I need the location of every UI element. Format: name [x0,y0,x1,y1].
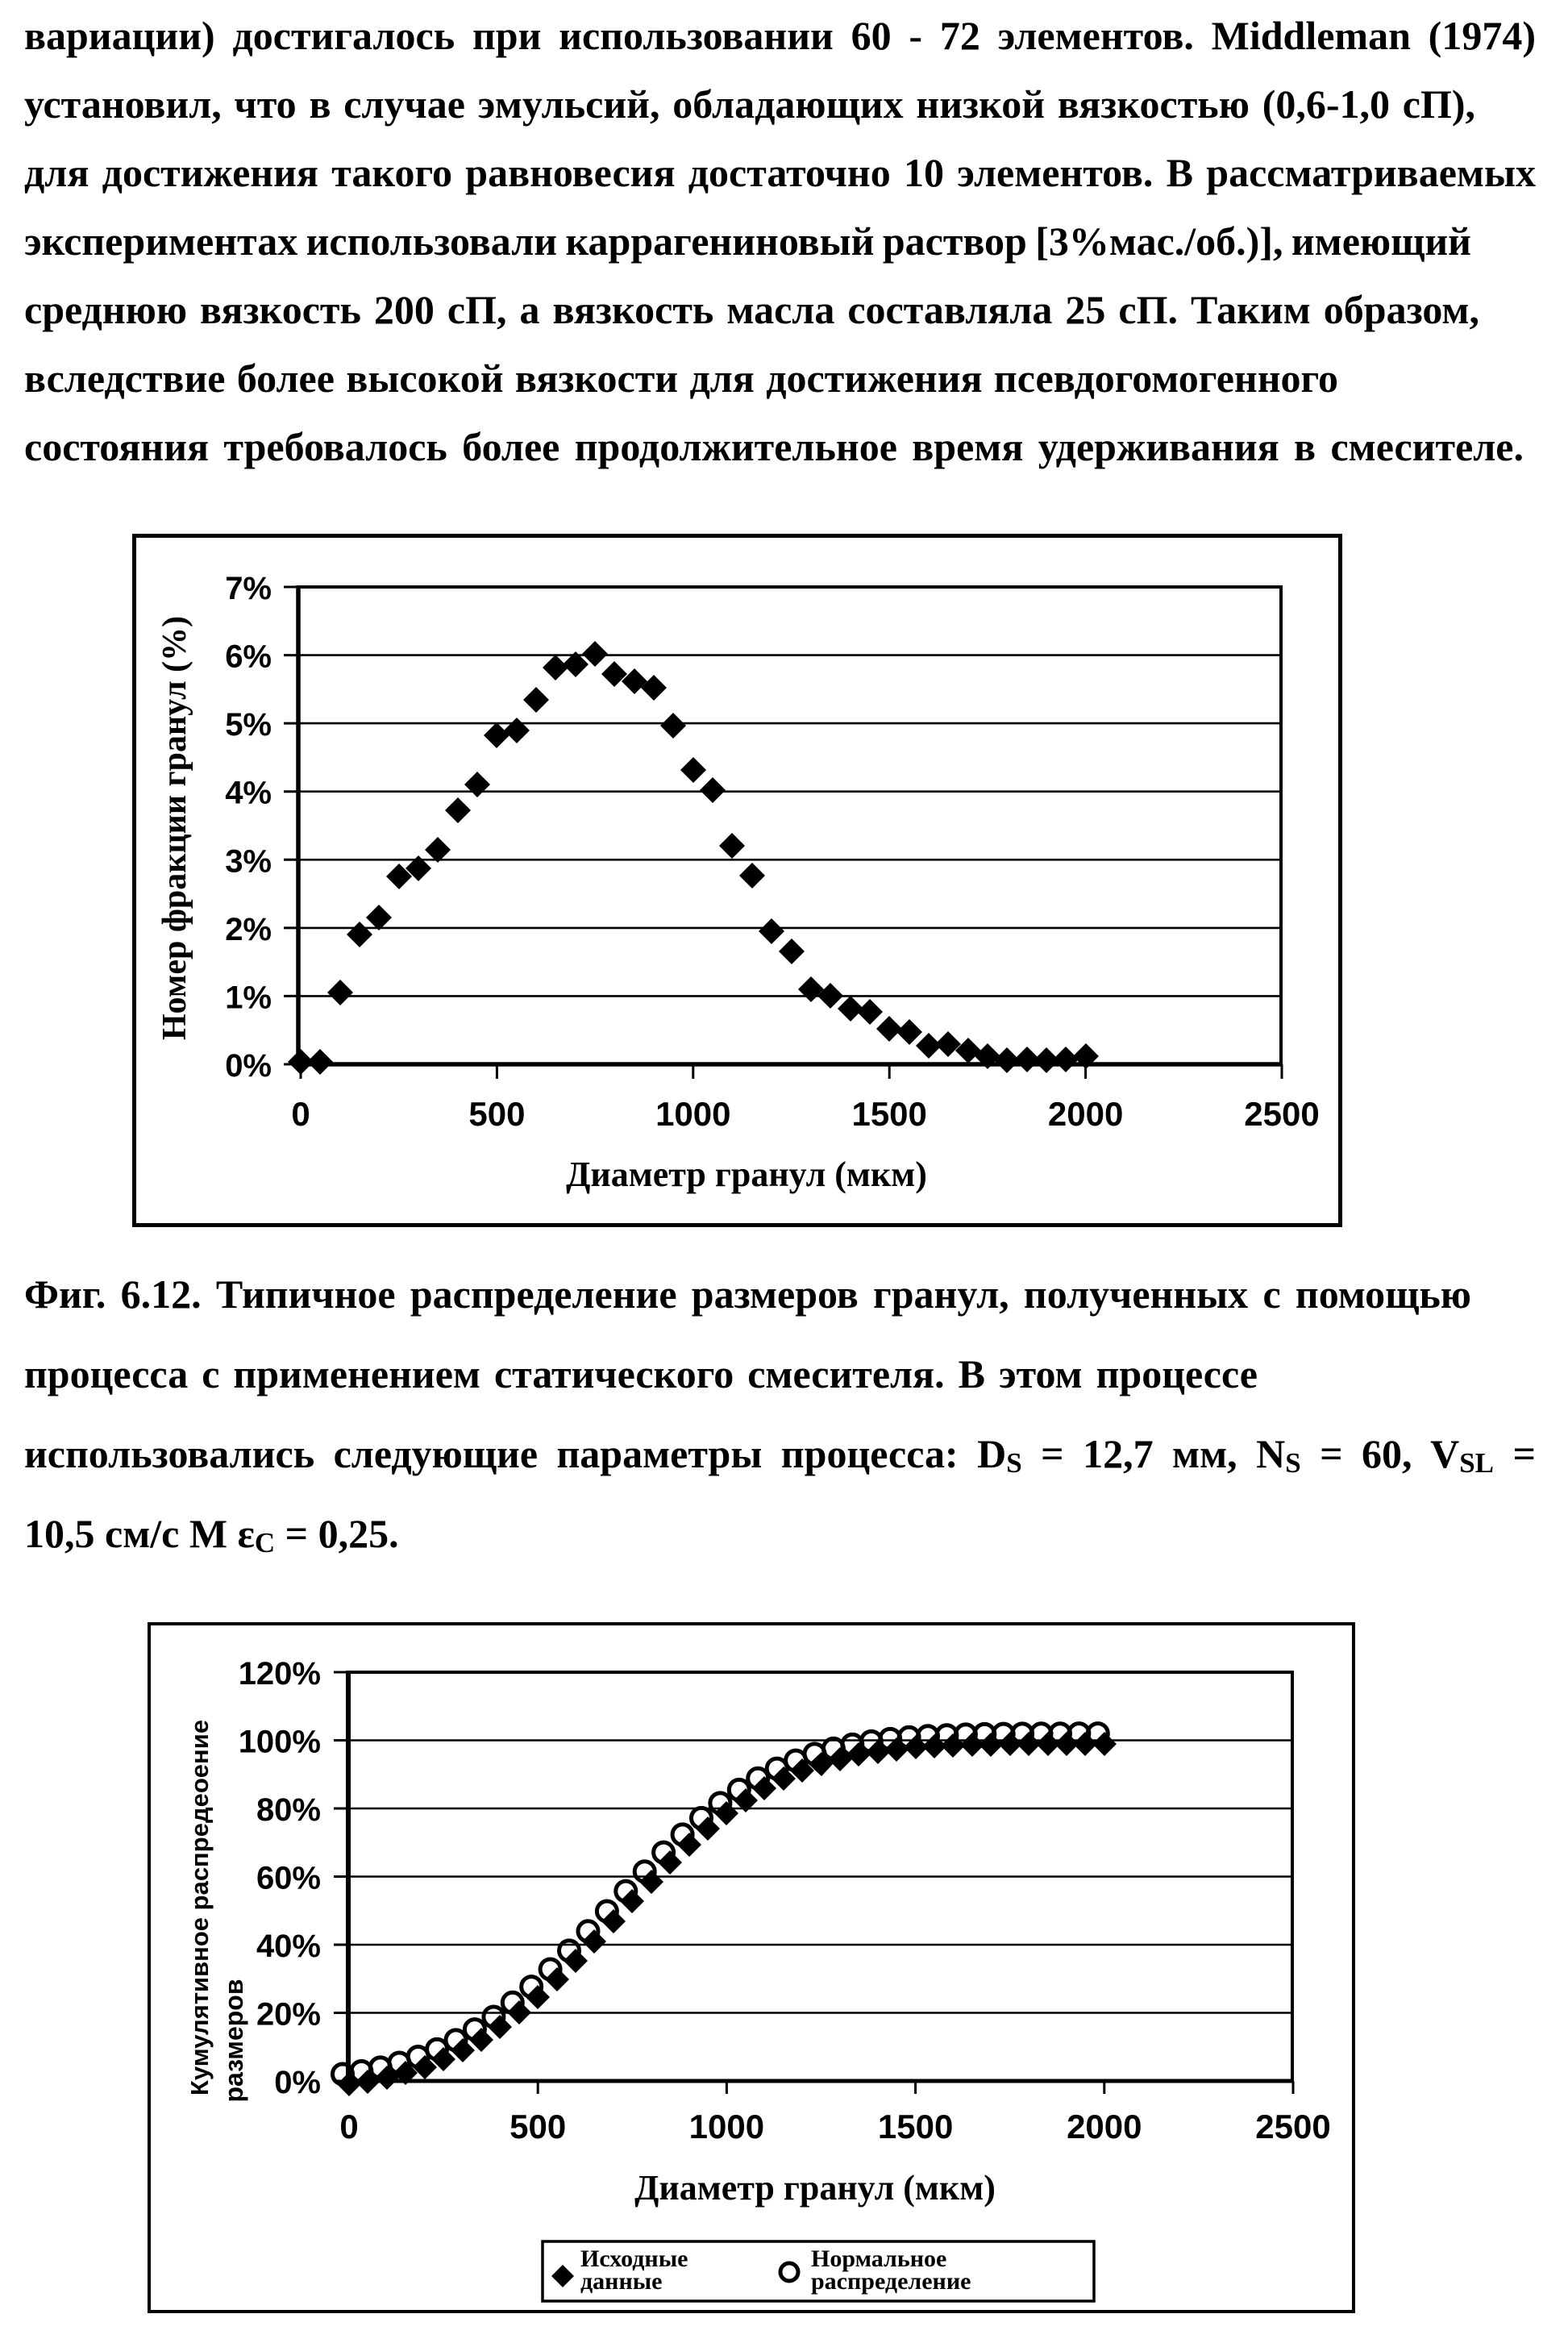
svg-text:2%: 2% [225,912,272,947]
svg-text:1500: 1500 [851,1095,926,1133]
svg-text:2000: 2000 [1067,2108,1142,2145]
svg-text:1000: 1000 [655,1095,730,1133]
svg-text:120%: 120% [239,1656,321,1692]
svg-text:распределение: распределение [811,2268,971,2295]
svg-text:80%: 80% [256,1792,321,1828]
svg-text:7%: 7% [225,571,272,606]
svg-text:0%: 0% [225,1048,272,1084]
svg-text:размеров: размеров [219,1979,248,2102]
svg-text:500: 500 [468,1095,525,1133]
svg-text:0: 0 [339,2108,358,2145]
svg-text:Диаметр гранул (мкм): Диаметр гранул (мкм) [634,2168,996,2208]
svg-text:6%: 6% [225,639,272,675]
svg-text:100%: 100% [239,1725,321,1760]
svg-text:40%: 40% [256,1929,321,1964]
svg-text:1%: 1% [225,980,272,1015]
svg-text:1500: 1500 [878,2108,953,2145]
svg-text:Нормальное: Нормальное [811,2245,946,2272]
svg-text:Номер фракции гранул (%): Номер фракции гранул (%) [156,616,193,1040]
svg-text:0%: 0% [274,2065,321,2100]
svg-text:0: 0 [291,1095,310,1133]
svg-text:5%: 5% [225,707,272,743]
svg-text:3%: 3% [225,843,272,879]
svg-text:Кумулятивное распредеоение: Кумулятивное распредеоение [185,1720,214,2095]
svg-text:20%: 20% [256,1997,321,2033]
svg-text:данные: данные [580,2268,662,2295]
svg-text:4%: 4% [225,776,272,811]
svg-text:60%: 60% [256,1861,321,1896]
svg-text:2000: 2000 [1048,1095,1123,1133]
svg-text:2500: 2500 [1244,1095,1319,1133]
svg-text:Диаметр гранул (мкм): Диаметр гранул (мкм) [566,1155,927,1194]
svg-text:1000: 1000 [689,2108,764,2145]
svg-text:Исходные: Исходные [580,2245,688,2272]
svg-text:500: 500 [509,2108,566,2145]
svg-text:2500: 2500 [1255,2108,1330,2145]
